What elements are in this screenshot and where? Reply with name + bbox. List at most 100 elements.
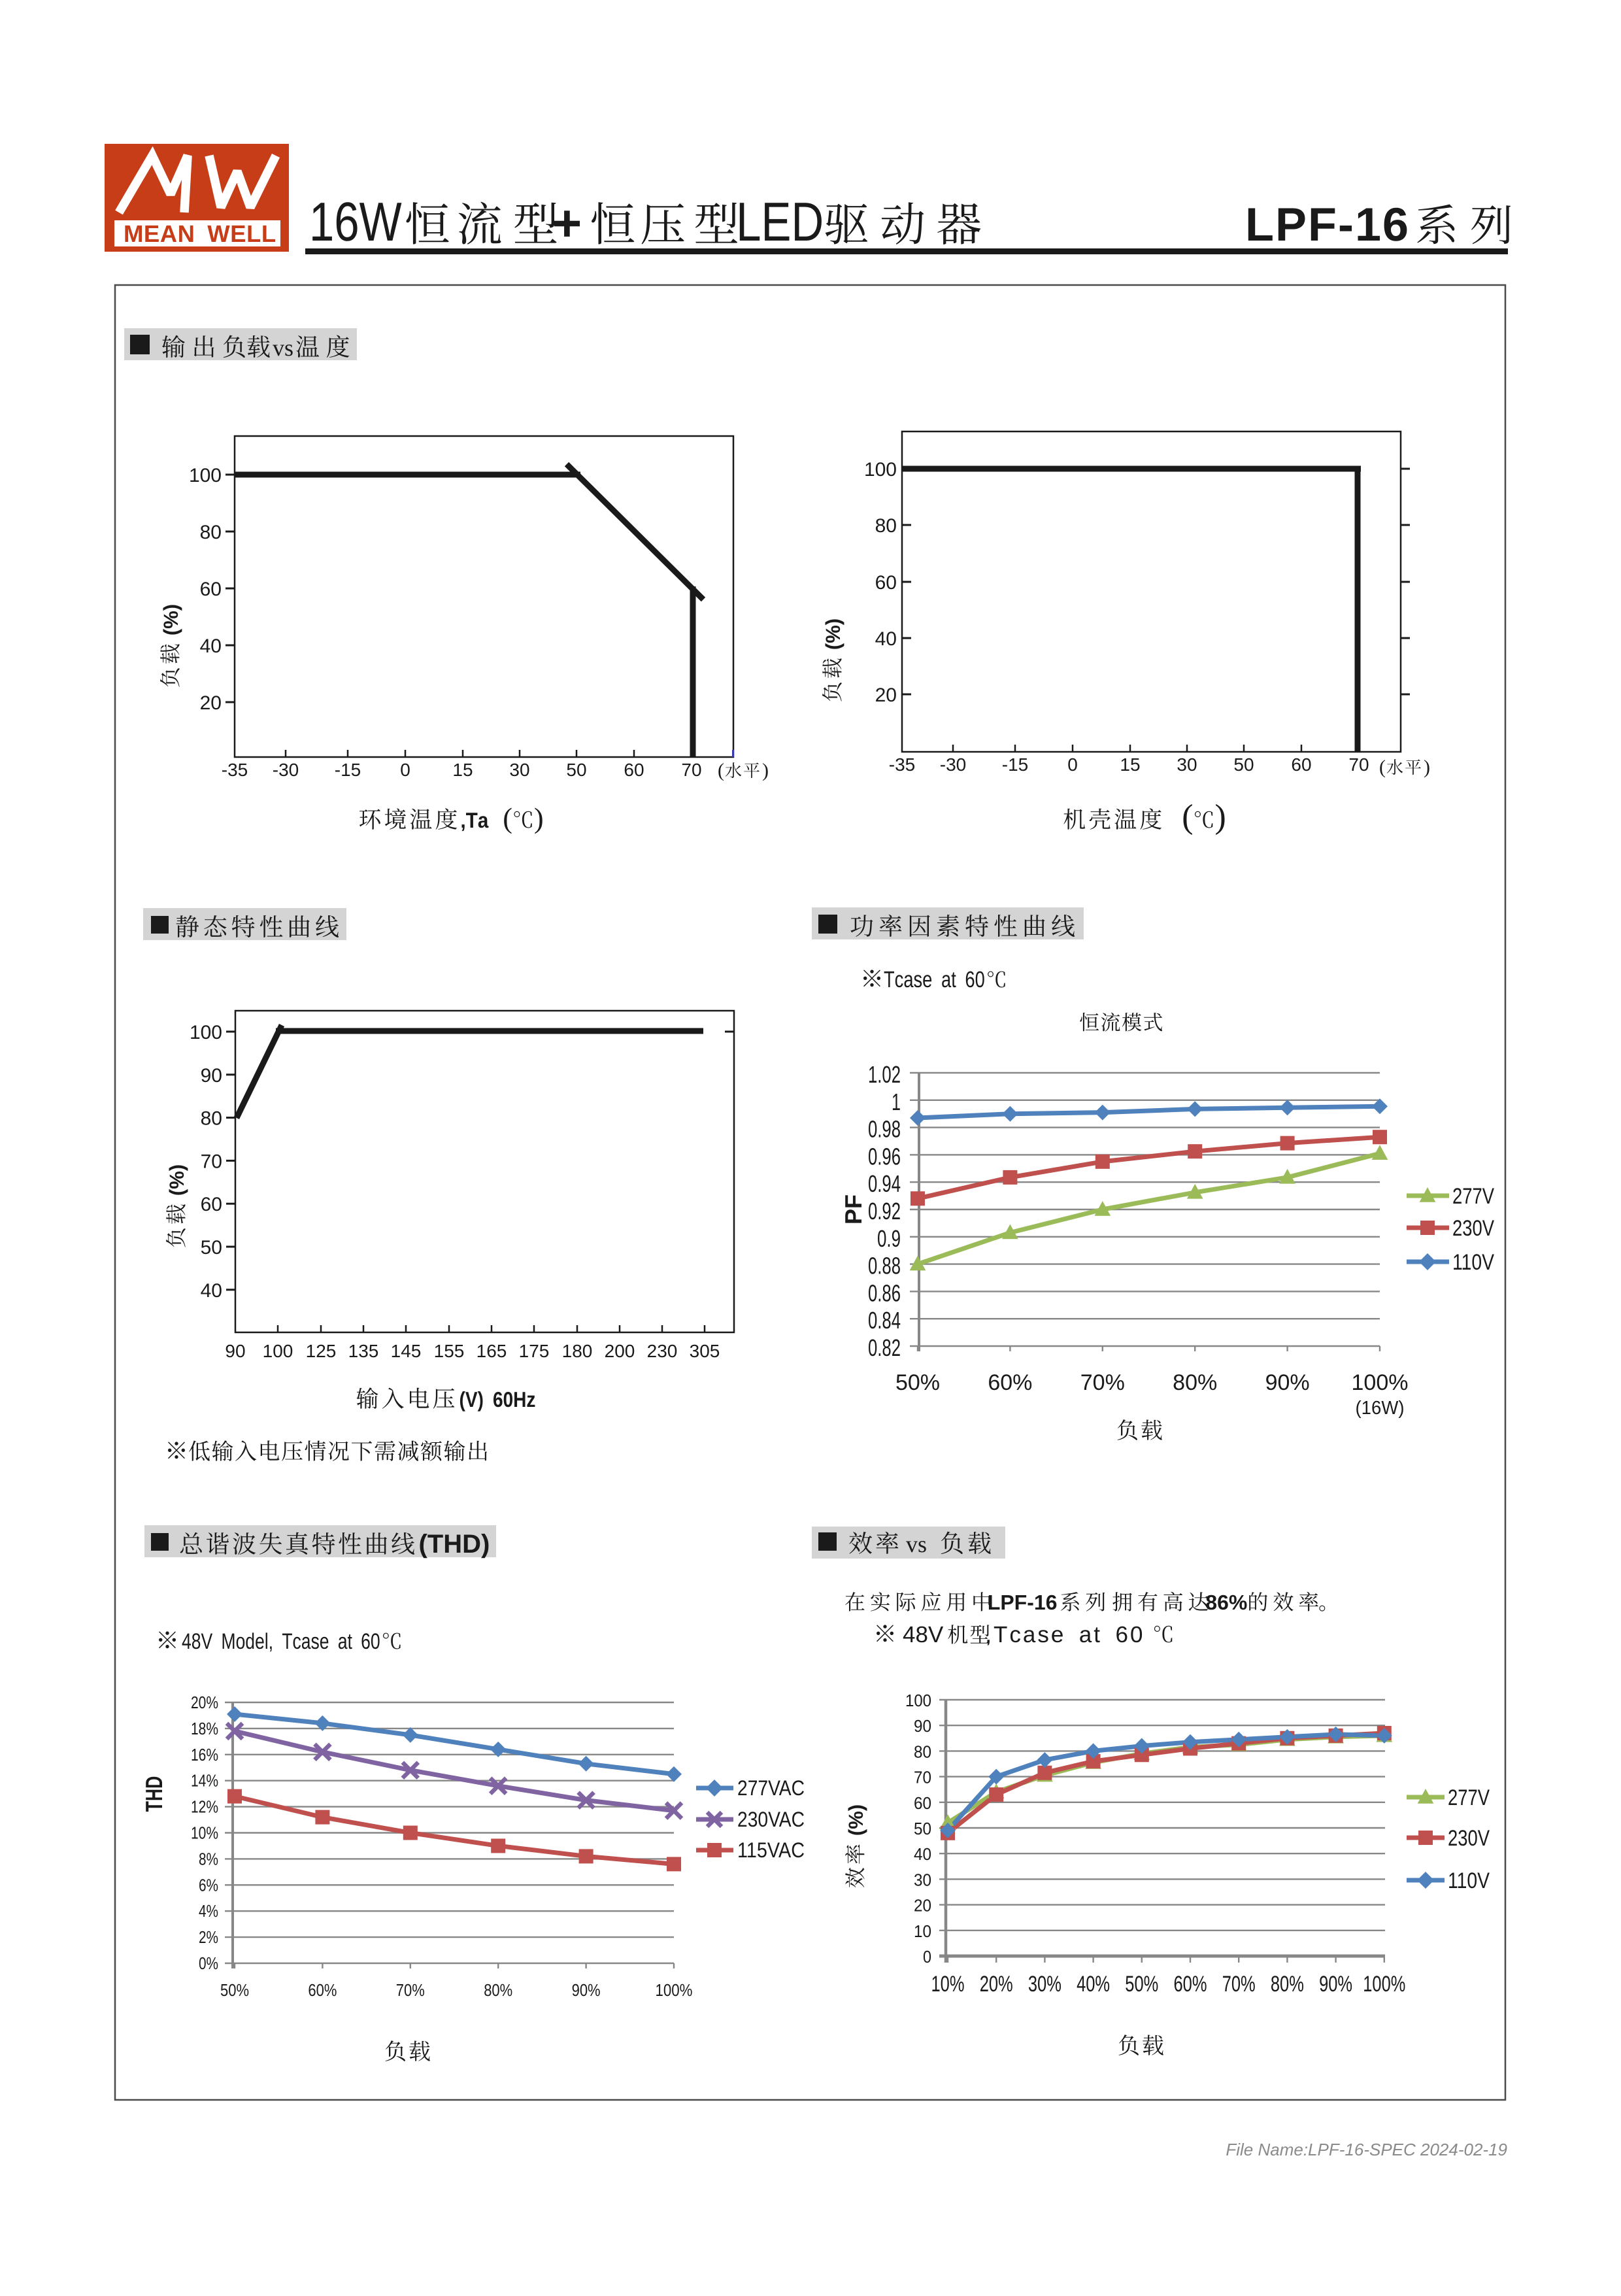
svg-text:40: 40: [201, 1280, 222, 1302]
svg-text:145: 145: [391, 1341, 422, 1361]
svg-text:15: 15: [452, 760, 473, 780]
svg-text:40: 40: [200, 635, 222, 657]
svg-text:50: 50: [201, 1237, 222, 1258]
svg-text:40%: 40%: [1077, 1972, 1110, 1997]
svg-text:60: 60: [1291, 754, 1311, 775]
svg-text:100: 100: [189, 465, 222, 486]
svg-text:1.02: 1.02: [868, 1061, 901, 1088]
svg-text:100: 100: [190, 1022, 222, 1043]
svg-text:80%: 80%: [1173, 1370, 1217, 1395]
svg-text:80%: 80%: [1271, 1972, 1304, 1997]
svg-text:40: 40: [914, 1844, 931, 1864]
svg-text:60: 60: [200, 579, 222, 600]
svg-text:(16W): (16W): [1356, 1398, 1405, 1419]
svg-text:70: 70: [914, 1768, 931, 1787]
svg-text:165: 165: [476, 1341, 507, 1361]
svg-text:70: 70: [681, 760, 701, 780]
svg-text:135: 135: [348, 1341, 379, 1361]
svg-text:0%: 0%: [199, 1953, 218, 1973]
svg-text:100%: 100%: [656, 1980, 693, 2000]
svg-text:80: 80: [200, 522, 222, 543]
svg-text:0.82: 0.82: [868, 1334, 901, 1361]
svg-text:70: 70: [1348, 754, 1369, 775]
svg-text:50%: 50%: [1125, 1972, 1158, 1997]
svg-text:100: 100: [864, 459, 897, 481]
svg-text:70%: 70%: [1222, 1972, 1256, 1997]
svg-text:-30: -30: [940, 754, 966, 775]
svg-text:175: 175: [519, 1341, 550, 1361]
svg-text:80: 80: [914, 1742, 931, 1761]
svg-text:115VAC: 115VAC: [737, 1838, 805, 1862]
svg-text:100: 100: [263, 1341, 293, 1361]
svg-text:80: 80: [201, 1108, 222, 1130]
svg-text:90: 90: [201, 1065, 222, 1087]
svg-text:40: 40: [875, 628, 897, 650]
svg-text:60%: 60%: [1174, 1972, 1207, 1997]
svg-text:70%: 70%: [1080, 1370, 1125, 1395]
svg-text:90: 90: [914, 1716, 931, 1736]
svg-text:0.86: 0.86: [868, 1279, 901, 1306]
svg-text:2%: 2%: [199, 1927, 218, 1947]
svg-text:-15: -15: [1002, 754, 1028, 775]
svg-text:90%: 90%: [1319, 1972, 1352, 1997]
svg-text:110V: 110V: [1448, 1868, 1490, 1893]
svg-text:12%: 12%: [191, 1797, 218, 1817]
svg-text:6%: 6%: [199, 1875, 218, 1895]
svg-text:0.9: 0.9: [877, 1225, 901, 1252]
svg-text:50: 50: [1233, 754, 1254, 775]
svg-text:14%: 14%: [191, 1771, 218, 1791]
svg-text:50%: 50%: [895, 1370, 940, 1395]
svg-text:90%: 90%: [572, 1980, 601, 2000]
svg-text:20: 20: [200, 692, 222, 714]
svg-text:16%: 16%: [191, 1745, 218, 1764]
svg-text:1: 1: [892, 1089, 901, 1115]
svg-text:277VAC: 277VAC: [737, 1776, 805, 1800]
svg-text:-30: -30: [273, 760, 299, 780]
svg-text:15: 15: [1120, 754, 1140, 775]
svg-text:50%: 50%: [220, 1980, 249, 2000]
svg-text:200: 200: [605, 1341, 635, 1361]
svg-text:0.94: 0.94: [868, 1170, 901, 1197]
svg-text:30: 30: [1177, 754, 1197, 775]
svg-text:4%: 4%: [199, 1901, 218, 1921]
svg-text:70%: 70%: [396, 1980, 425, 2000]
svg-text:File Name:LPF-16-SPEC 2024-02-: File Name:LPF-16-SPEC 2024-02-19: [1226, 2140, 1507, 2159]
svg-text:50: 50: [566, 760, 586, 780]
svg-text:230VAC: 230VAC: [737, 1808, 805, 1831]
svg-text:125: 125: [306, 1341, 337, 1361]
svg-text:-35: -35: [889, 754, 915, 775]
svg-text:10%: 10%: [931, 1972, 965, 1997]
svg-text:0: 0: [1067, 754, 1078, 775]
svg-text:100%: 100%: [1363, 1972, 1405, 1997]
svg-text:277V: 277V: [1452, 1184, 1494, 1209]
svg-text:60%: 60%: [988, 1370, 1032, 1395]
svg-text:0.88: 0.88: [868, 1253, 901, 1279]
svg-text:60: 60: [914, 1793, 931, 1813]
svg-text:18%: 18%: [191, 1719, 218, 1738]
svg-text:20: 20: [914, 1896, 931, 1916]
svg-text:0.84: 0.84: [868, 1307, 901, 1334]
svg-text:180: 180: [562, 1341, 593, 1361]
svg-text:8%: 8%: [199, 1849, 218, 1868]
svg-text:30: 30: [914, 1870, 931, 1889]
svg-text:80: 80: [875, 515, 897, 537]
svg-text:230V: 230V: [1452, 1216, 1494, 1241]
svg-text:70: 70: [201, 1151, 222, 1172]
svg-text:100: 100: [905, 1691, 931, 1710]
svg-text:80%: 80%: [484, 1980, 512, 2000]
svg-text:277V: 277V: [1448, 1785, 1490, 1810]
svg-text:90%: 90%: [1265, 1370, 1310, 1395]
svg-text:60: 60: [624, 760, 644, 780]
svg-text:60: 60: [875, 572, 897, 594]
svg-text:110V: 110V: [1452, 1250, 1494, 1275]
svg-text:230: 230: [647, 1341, 678, 1361]
svg-text:0: 0: [923, 1947, 931, 1967]
svg-text:-15: -15: [335, 760, 361, 780]
svg-text:10: 10: [914, 1921, 931, 1941]
svg-text:100%: 100%: [1352, 1370, 1409, 1395]
svg-text:90: 90: [225, 1341, 245, 1361]
svg-text:30%: 30%: [1028, 1972, 1061, 1997]
svg-text:30: 30: [509, 760, 529, 780]
svg-text:230V: 230V: [1448, 1826, 1490, 1851]
svg-text:10%: 10%: [191, 1823, 218, 1843]
